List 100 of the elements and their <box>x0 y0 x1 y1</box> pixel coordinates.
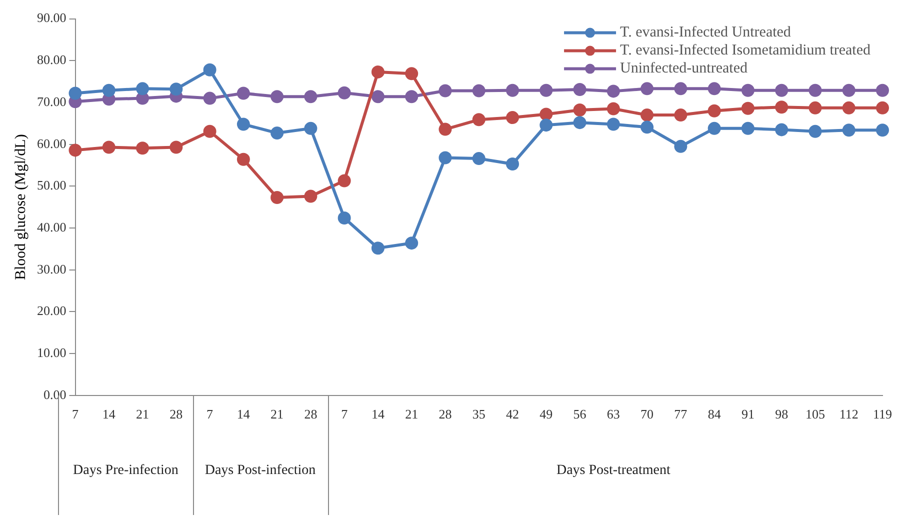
point <box>270 190 284 204</box>
x-tick-label: 14 <box>371 406 385 422</box>
point <box>371 90 384 104</box>
y-tick-label: 10.00 <box>37 344 66 360</box>
x-tick-label: 21 <box>270 406 284 422</box>
point <box>876 124 889 137</box>
point <box>674 82 688 96</box>
y-tick-label: 50.00 <box>37 178 66 193</box>
legend-label: T. evansi-Infected Untreated <box>620 24 792 41</box>
point <box>170 140 183 154</box>
x-tick-label: 7 <box>341 406 348 422</box>
point <box>573 116 586 130</box>
y-tick-label: 30.00 <box>37 261 66 276</box>
x-tick-label: 21 <box>136 406 150 422</box>
y-tick-label: 40.00 <box>37 219 66 234</box>
point <box>68 144 82 157</box>
point <box>203 63 216 76</box>
x-tick-label: 14 <box>102 406 116 422</box>
point <box>438 84 452 98</box>
point <box>304 90 318 104</box>
legend-label: T. evansi-Infected Isometamidium treated <box>620 42 871 59</box>
x-tick-label: 77 <box>674 406 688 422</box>
point <box>438 122 452 136</box>
point <box>540 84 553 97</box>
y-tick-label: 60.00 <box>37 136 66 151</box>
point <box>741 122 754 135</box>
point <box>573 83 586 96</box>
text: Days Post-treatment <box>556 463 670 478</box>
point <box>102 84 116 97</box>
point <box>506 111 520 124</box>
text: Days Pre-infection <box>73 463 178 478</box>
point <box>640 82 654 96</box>
point <box>606 84 620 98</box>
y-tick-label: 90.00 <box>37 10 66 26</box>
point <box>304 122 318 135</box>
point <box>775 84 788 97</box>
point <box>808 84 822 97</box>
point <box>203 92 216 105</box>
point <box>708 122 721 135</box>
point <box>236 86 250 100</box>
x-tick-label: 28 <box>170 406 183 422</box>
point <box>606 118 620 131</box>
point <box>371 65 384 78</box>
point <box>405 90 418 104</box>
point <box>338 86 351 100</box>
point <box>606 102 620 116</box>
point <box>472 84 486 98</box>
x-tick-label: 28 <box>438 406 452 422</box>
x-tick-label: 14 <box>236 406 250 422</box>
x-tick-label: 119 <box>872 406 892 422</box>
point <box>270 90 284 104</box>
point <box>674 140 688 153</box>
point <box>236 118 250 131</box>
point <box>136 142 150 155</box>
point <box>338 211 351 224</box>
point <box>842 84 856 97</box>
x-tick-label: 56 <box>573 406 587 422</box>
point <box>438 151 452 164</box>
x-tick-label: 63 <box>606 406 620 422</box>
x-tick-label: 7 <box>72 406 79 422</box>
x-tick-label: 7 <box>206 406 214 422</box>
point <box>808 124 822 138</box>
point <box>203 124 216 138</box>
point <box>102 140 116 154</box>
point <box>640 120 654 134</box>
x-tick-label: 105 <box>805 406 825 422</box>
point <box>68 86 82 100</box>
point <box>674 108 688 122</box>
point <box>842 101 856 114</box>
point <box>573 104 586 117</box>
point <box>808 101 822 114</box>
point <box>304 190 318 203</box>
x-tick-label: 91 <box>741 406 754 422</box>
point <box>338 174 351 188</box>
point <box>640 108 654 122</box>
x-tick-label: 42 <box>506 406 520 422</box>
x-tick-label: 28 <box>304 406 318 422</box>
point <box>270 126 284 140</box>
x-tick-label: 21 <box>405 406 418 422</box>
point <box>708 104 721 118</box>
x-tick-label: 112 <box>839 406 858 422</box>
legend-label: Uninfected-untreated <box>620 60 748 77</box>
y-axis-title: Blood glucose (Mgl/dL) <box>12 134 29 280</box>
x-tick-label: 49 <box>540 406 553 422</box>
point <box>472 113 486 126</box>
x-tick-label: 35 <box>472 406 486 422</box>
point <box>506 158 520 170</box>
point <box>775 100 788 114</box>
point <box>371 242 384 255</box>
point <box>540 108 553 121</box>
point <box>540 118 553 132</box>
text: Days Post-infection <box>204 463 316 478</box>
point <box>876 84 889 97</box>
point <box>236 152 250 166</box>
point <box>842 124 856 137</box>
x-tick-label: 98 <box>775 406 788 422</box>
point <box>506 84 520 97</box>
point <box>708 82 721 96</box>
x-tick-label: 70 <box>640 406 654 422</box>
y-tick-label: 80.00 <box>37 52 66 68</box>
